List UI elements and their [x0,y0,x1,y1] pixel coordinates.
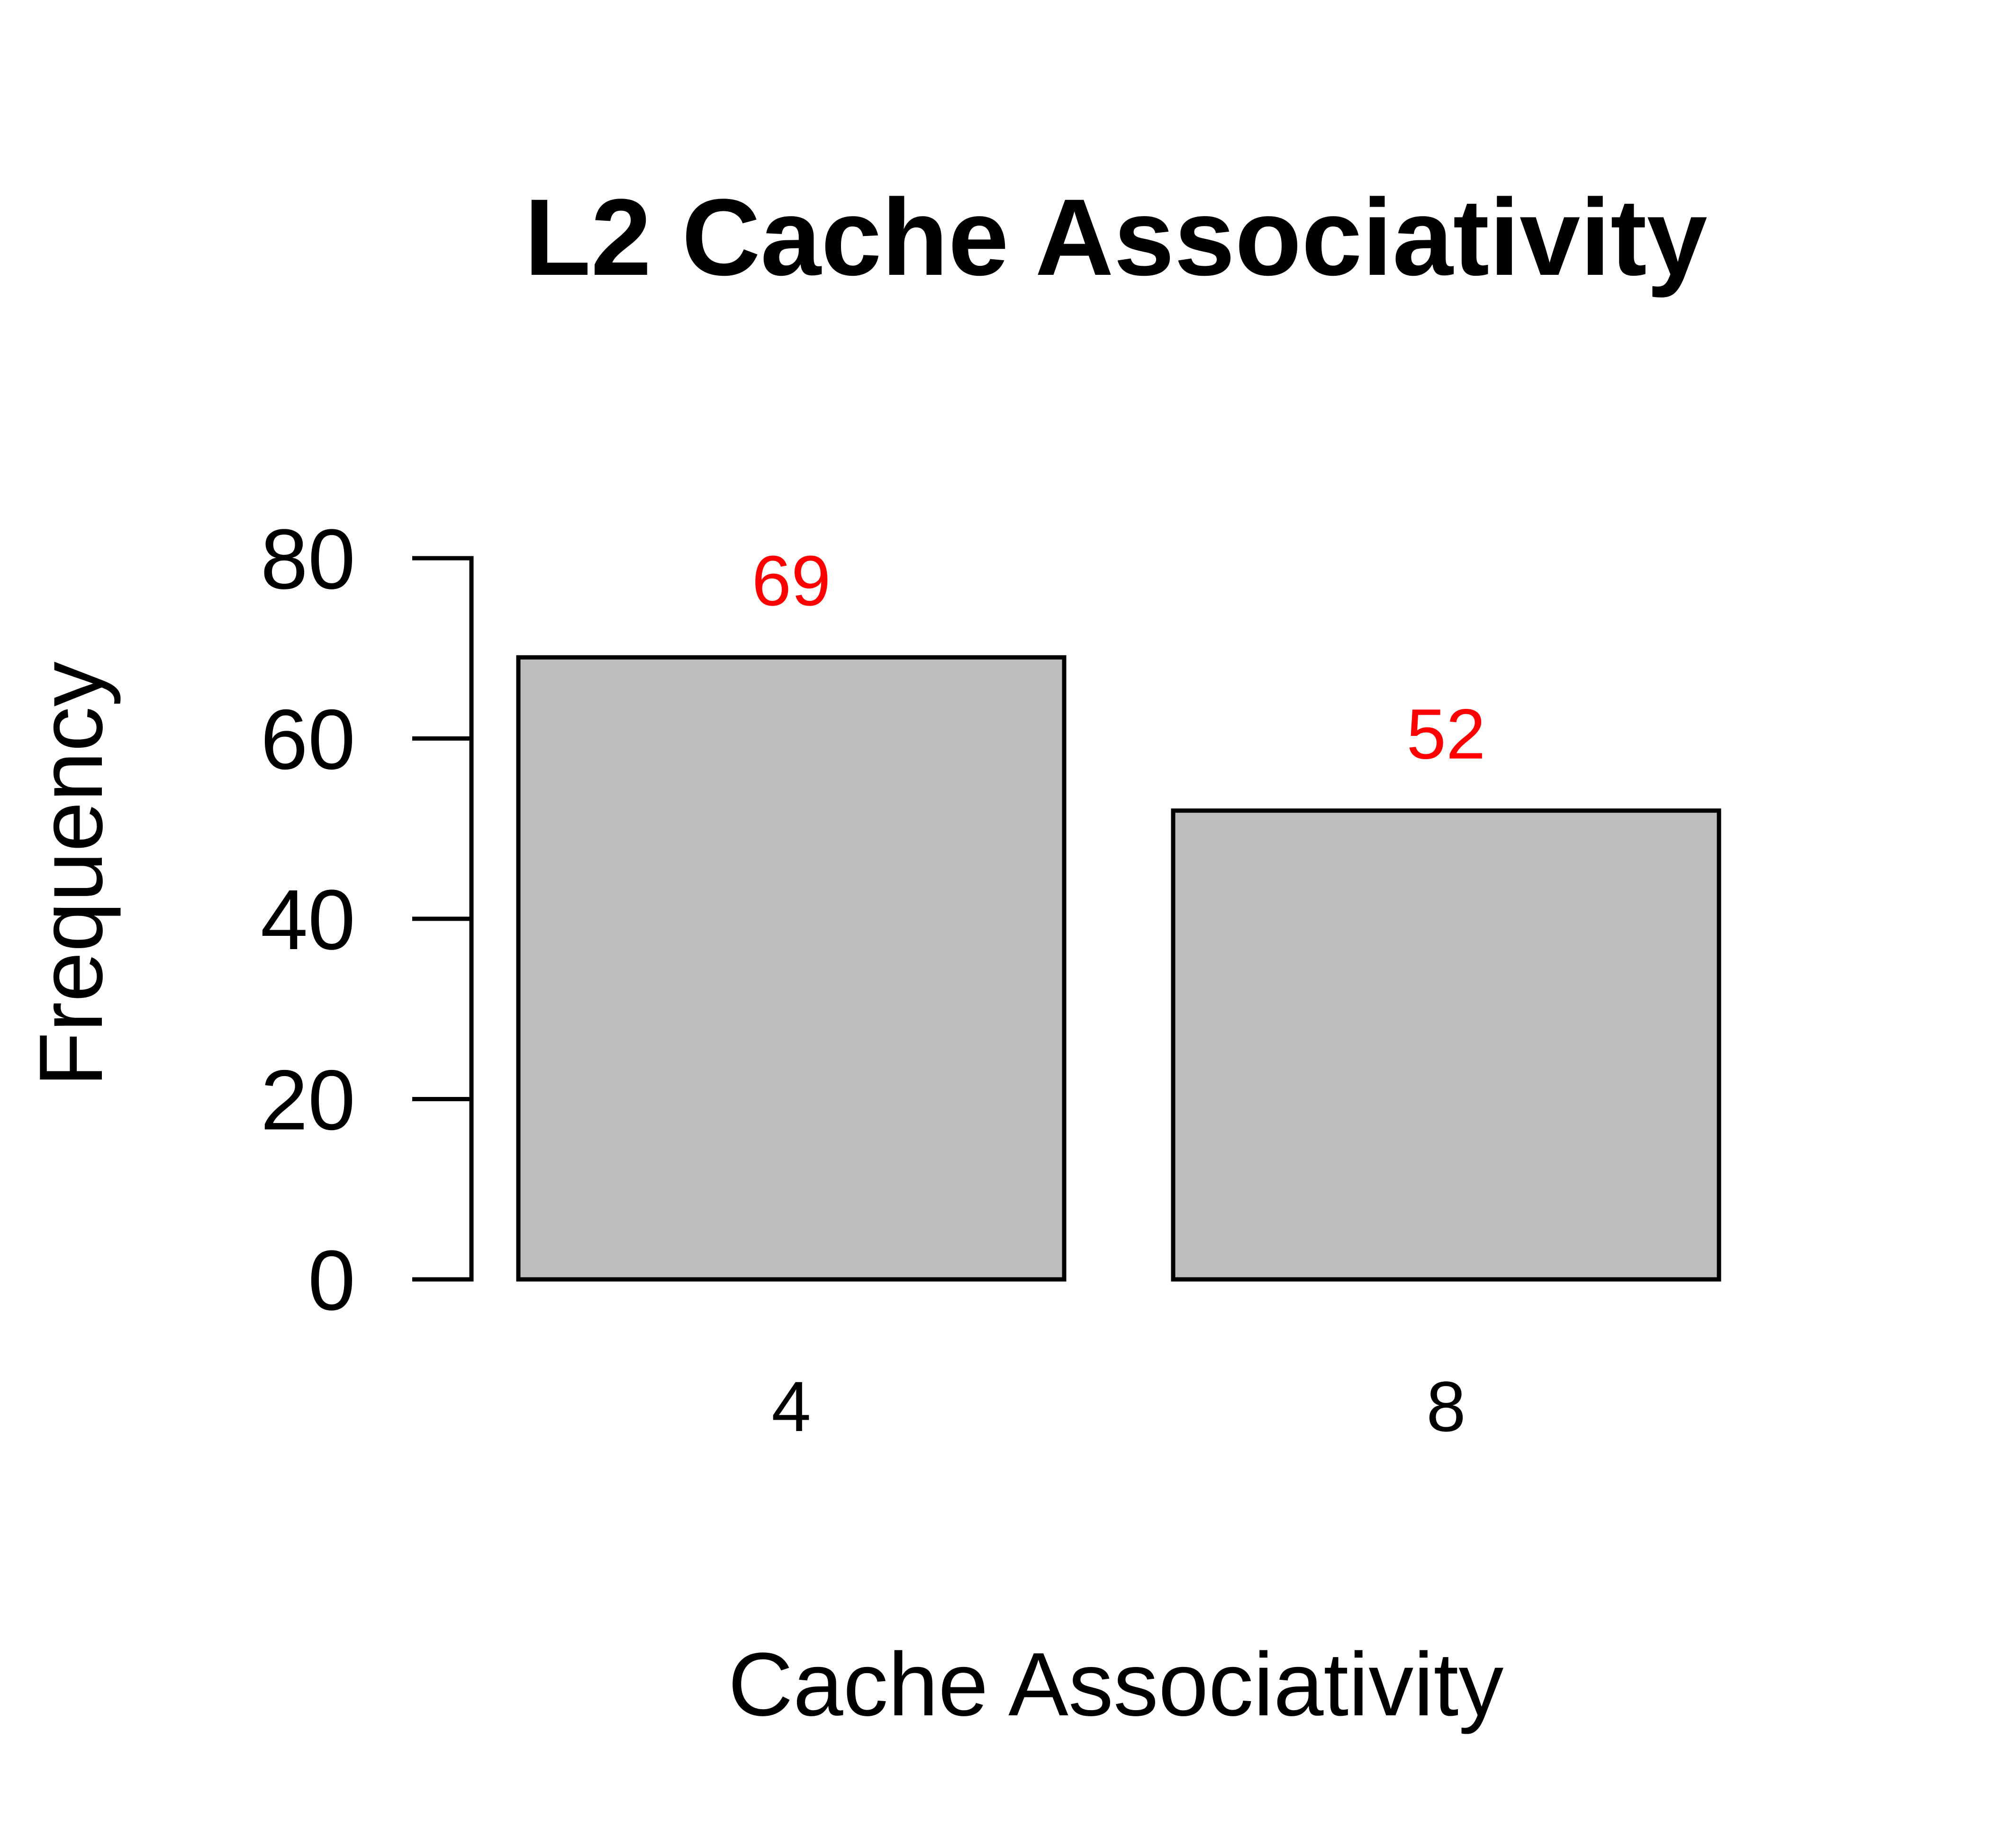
y-tick-label: 0 [308,1233,355,1328]
x-category-label: 8 [1426,1367,1465,1446]
y-axis: 0 20 40 60 80 [261,512,474,1328]
y-axis-title: Frequency [21,661,121,1087]
chart-title: L2 Cache Associativity [525,176,1708,298]
bar [516,655,1067,1282]
y-tick-label: 20 [261,1053,355,1148]
bar-value-label: 69 [752,541,831,620]
bar [1171,808,1721,1282]
x-category-label: 4 [771,1367,811,1446]
y-tick-label: 40 [261,872,355,968]
y-tick-label: 60 [261,692,355,788]
bars-group [516,655,1721,1282]
bar-value-label: 52 [1407,694,1486,774]
y-tick-label: 80 [261,512,355,607]
x-axis-title: Cache Associativity [728,1634,1504,1735]
value-labels-group: 69 52 [752,541,1486,773]
